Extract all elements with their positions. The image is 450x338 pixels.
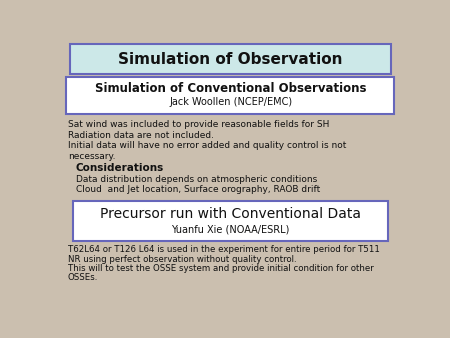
Text: Sat wind was included to provide reasonable fields for SH: Sat wind was included to provide reasona… xyxy=(68,120,329,129)
Text: Considerations: Considerations xyxy=(76,163,164,173)
Text: Simulation of Observation: Simulation of Observation xyxy=(118,51,343,67)
Text: This will to test the OSSE system and provide initial condition for other: This will to test the OSSE system and pr… xyxy=(68,264,373,273)
Text: T62L64 or T126 L64 is used in the experiment for entire period for T511: T62L64 or T126 L64 is used in the experi… xyxy=(68,245,380,255)
Text: NR using perfect observation without quality control.: NR using perfect observation without qua… xyxy=(68,255,297,264)
Text: Radiation data are not included.: Radiation data are not included. xyxy=(68,131,214,140)
Text: Cloud  and Jet location, Surface orography, RAOB drift: Cloud and Jet location, Surface orograph… xyxy=(76,185,320,194)
Text: Precursor run with Conventional Data: Precursor run with Conventional Data xyxy=(100,207,361,221)
Bar xyxy=(66,77,394,114)
Text: Simulation of Conventional Observations: Simulation of Conventional Observations xyxy=(95,82,366,95)
Text: Initial data will have no error added and quality control is not
necessary.: Initial data will have no error added an… xyxy=(68,141,346,161)
Text: Data distribution depends on atmospheric conditions: Data distribution depends on atmospheric… xyxy=(76,174,317,184)
Bar xyxy=(70,44,391,74)
Text: Jack Woollen (NCEP/EMC): Jack Woollen (NCEP/EMC) xyxy=(169,97,292,107)
Bar xyxy=(73,201,388,241)
Text: Yuanfu Xie (NOAA/ESRL): Yuanfu Xie (NOAA/ESRL) xyxy=(171,224,290,234)
Text: OSSEs.: OSSEs. xyxy=(68,273,98,282)
